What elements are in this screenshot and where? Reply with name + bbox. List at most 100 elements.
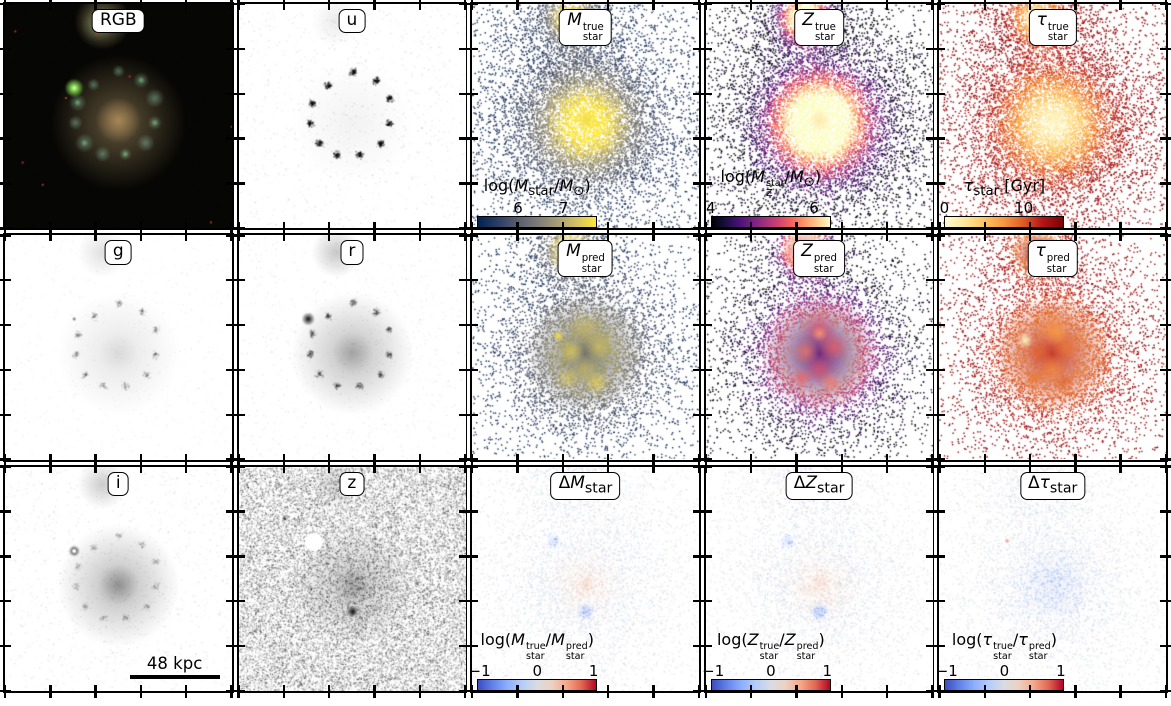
- axis-tick: [231, 413, 245, 416]
- axis-tick: [139, 684, 143, 698]
- axis-tick: [1028, 459, 1032, 473]
- axis-tick: [231, 458, 245, 461]
- axis-tick: [697, 228, 700, 242]
- axis-tick: [698, 137, 712, 140]
- axis-tick: [932, 413, 946, 416]
- axis-tick: [282, 459, 286, 473]
- axis-tick: [932, 510, 946, 513]
- axis-tick: [795, 228, 798, 242]
- axis-tick: [932, 47, 946, 51]
- axis-tick: [1160, 137, 1171, 140]
- axis-tick: [932, 600, 946, 603]
- scale-bar: 48 kpc: [129, 654, 220, 679]
- axis-tick: [373, 0, 376, 10]
- axis-tick: [465, 465, 479, 468]
- axis-tick: [606, 459, 610, 473]
- axis-tick: [698, 413, 712, 416]
- axis-tick: [328, 684, 331, 698]
- axis-tick: [230, 228, 233, 242]
- axis-tick: [94, 0, 97, 10]
- axis-tick: [795, 459, 798, 473]
- axis-tick: [698, 689, 712, 693]
- axis-tick: [1028, 0, 1032, 10]
- axis-tick: [231, 92, 245, 95]
- axis-tick: [932, 368, 946, 372]
- axis-tick: [697, 0, 700, 10]
- axis-tick: [885, 684, 889, 698]
- axis-tick: [885, 459, 889, 473]
- axis-tick: [606, 0, 610, 10]
- axis-tick: [1160, 458, 1171, 461]
- rgb-galaxy-image: [5, 4, 232, 228]
- axis-tick: [49, 228, 52, 242]
- colorbar-label-delta-mstar: log(M true star/M pred star): [480, 629, 594, 662]
- panel-u-band: u: [231, 0, 473, 236]
- axis-tick: [1164, 0, 1168, 10]
- axis-tick: [185, 459, 188, 473]
- axis-tick: [94, 228, 97, 242]
- axis-tick: [231, 234, 245, 237]
- axis-tick: [932, 465, 946, 468]
- axis-tick: [932, 137, 946, 140]
- panel-tau-pred: τ pred star: [932, 228, 1171, 467]
- axis-tick: [231, 47, 245, 51]
- axis-tick: [697, 459, 700, 473]
- colorbar-tick: −1: [468, 661, 491, 680]
- axis-tick: [465, 227, 479, 230]
- colorbar-ticks-delta-tau: −1 0 1: [936, 662, 1066, 680]
- axis-tick: [652, 228, 655, 242]
- axis-tick: [463, 228, 467, 242]
- axis-tick: [0, 227, 11, 230]
- colorbar-ticks-tau: 0 10: [940, 199, 1064, 217]
- z-band-image: [238, 466, 466, 691]
- axis-tick: [1160, 510, 1171, 513]
- axis-tick: [698, 227, 712, 230]
- axis-tick: [983, 459, 986, 473]
- colorbar-ticks-delta-zstar: −1 0 1: [702, 662, 832, 680]
- axis-tick: [840, 228, 843, 242]
- axis-tick: [465, 234, 479, 237]
- axis-tick: [373, 684, 376, 698]
- axis-tick: [231, 278, 245, 282]
- axis-tick: [0, 137, 11, 140]
- axis-tick: [1160, 368, 1171, 372]
- panel-label-u: u: [338, 9, 366, 34]
- axis-tick: [231, 368, 245, 372]
- u-band-image: [238, 4, 466, 228]
- axis-tick: [885, 228, 889, 242]
- colorbar-gradient-tau: [944, 216, 1065, 229]
- axis-tick: [1160, 600, 1171, 603]
- axis-tick: [652, 459, 655, 473]
- axis-tick: [94, 459, 97, 473]
- axis-tick: [698, 2, 712, 6]
- colorbar-delta-tau: log(τ true star/τ pred star) −1 0 1: [936, 630, 1066, 691]
- axis-tick: [231, 555, 245, 558]
- panel-label-tau-pred: τ pred star: [1027, 240, 1078, 278]
- axis-tick: [0, 689, 11, 693]
- colorbar-ticks-delta-mstar: −1 0 1: [469, 662, 599, 680]
- axis-tick: [698, 234, 712, 237]
- axis-tick: [698, 278, 712, 282]
- colorbar-tick: 6: [513, 199, 523, 218]
- axis-tick: [795, 684, 798, 698]
- axis-tick: [0, 465, 11, 468]
- axis-tick: [0, 413, 11, 416]
- colorbar-gradient-delta-zstar: [710, 678, 831, 691]
- axis-tick: [1028, 228, 1032, 242]
- axis-tick: [932, 689, 946, 693]
- axis-tick: [932, 182, 946, 185]
- axis-tick: [328, 228, 331, 242]
- axis-tick: [49, 459, 52, 473]
- panel-z-band: z: [231, 459, 473, 698]
- axis-tick: [0, 47, 11, 51]
- panel-g-band: g: [0, 228, 239, 467]
- colorbar-gradient-zstar: [710, 216, 831, 229]
- axis-tick: [932, 323, 946, 327]
- axis-tick: [231, 323, 245, 327]
